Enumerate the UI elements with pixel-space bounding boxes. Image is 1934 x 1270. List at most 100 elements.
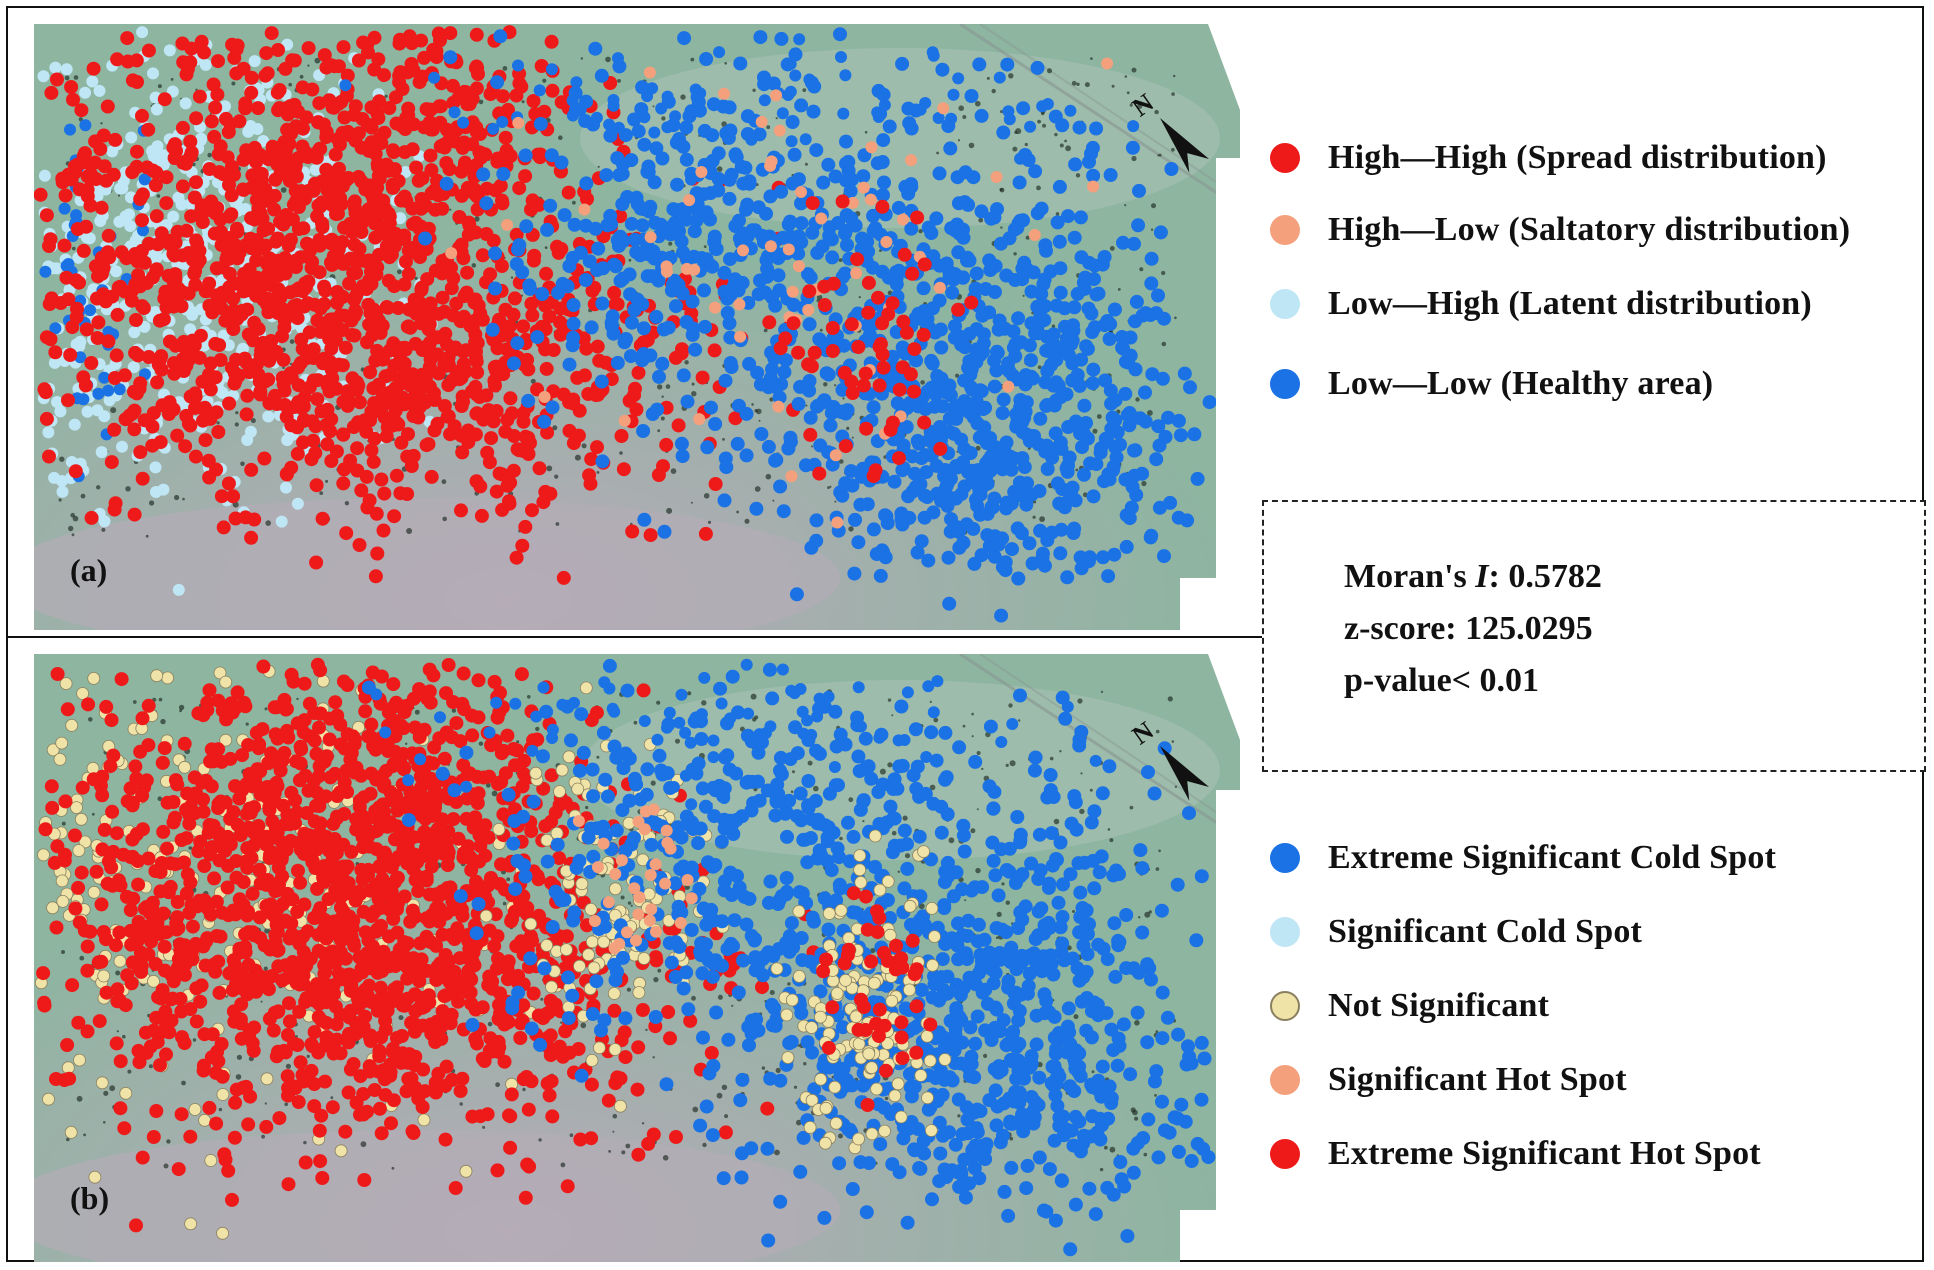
map-point: [377, 486, 392, 501]
map-point: [1024, 353, 1038, 368]
map-point: [1008, 273, 1023, 287]
map-point: [993, 236, 1008, 251]
shrub-mark: [612, 1113, 618, 1119]
map-point: [74, 351, 87, 364]
map-point: [123, 208, 135, 221]
map-point: [385, 177, 400, 192]
map-point: [204, 114, 219, 129]
shrub-mark: [1000, 110, 1003, 114]
shrub-mark: [157, 84, 162, 89]
map-point: [48, 345, 63, 360]
map-point: [664, 222, 678, 237]
map-point: [566, 298, 581, 312]
map-point: [159, 196, 174, 211]
map-point: [469, 27, 484, 42]
shrub-mark: [474, 216, 480, 222]
shrub-mark: [585, 805, 589, 810]
shrub-mark: [716, 166, 723, 172]
shrub-mark: [716, 1092, 723, 1099]
map-point: [896, 314, 911, 329]
shrub-mark: [414, 709, 420, 715]
map-point: [188, 1103, 202, 1116]
map-point: [423, 352, 438, 367]
shrub-mark: [245, 722, 249, 726]
map-point: [256, 659, 271, 674]
map-point: [124, 220, 137, 232]
map-point: [583, 476, 598, 491]
map-point: [526, 253, 541, 268]
map-point: [591, 241, 606, 256]
map-point: [557, 208, 572, 223]
map-point: [643, 528, 658, 543]
shrub-mark: [657, 429, 661, 433]
map-point: [1145, 367, 1160, 382]
shrub-mark: [670, 468, 677, 474]
map-point: [518, 169, 533, 184]
map-point: [423, 148, 438, 163]
shrub-mark: [360, 1141, 367, 1148]
map-point: [631, 365, 646, 380]
map-point: [554, 242, 569, 256]
map-point: [1028, 229, 1041, 241]
map-point: [179, 223, 194, 238]
shrub-mark: [891, 714, 894, 717]
map-point: [624, 216, 639, 231]
shrub-mark: [848, 526, 854, 532]
shrub-mark: [68, 525, 74, 532]
map-point: [476, 412, 491, 427]
shrub-mark: [975, 100, 981, 107]
map-point: [212, 338, 227, 353]
map-point: [963, 446, 978, 460]
shrub-mark: [971, 735, 974, 738]
shrub-mark: [891, 830, 897, 836]
map-point: [566, 436, 581, 451]
map-point: [63, 348, 78, 362]
map-point: [260, 66, 275, 81]
map-point: [872, 111, 885, 123]
shrub-mark: [250, 418, 256, 424]
shrub-mark: [1005, 900, 1010, 905]
map-point: [506, 356, 521, 371]
shrub-mark: [1161, 341, 1167, 347]
shrub-mark: [91, 812, 95, 816]
map-point: [880, 516, 895, 531]
shrub-mark: [540, 997, 544, 1001]
map-point: [825, 250, 840, 265]
map-point: [1062, 450, 1077, 465]
shrub-mark: [554, 474, 559, 479]
map-point: [750, 365, 765, 380]
map-point: [129, 159, 144, 174]
map-point: [671, 418, 686, 433]
map-point: [590, 263, 605, 278]
shrub-mark: [572, 200, 576, 205]
map-point: [475, 248, 490, 263]
shrub-mark: [398, 1015, 404, 1021]
map-point: [509, 550, 524, 565]
shrub-mark: [662, 1155, 669, 1161]
shrub-mark: [1084, 82, 1090, 88]
map-point: [588, 41, 603, 56]
map-point: [167, 366, 182, 381]
map-point: [1026, 265, 1041, 280]
map-point: [113, 1101, 128, 1116]
map-point: [940, 476, 955, 491]
map-point: [566, 94, 579, 107]
map-point: [352, 395, 367, 410]
shrub-mark: [827, 486, 830, 489]
map-point: [1032, 484, 1047, 498]
map-point: [754, 427, 769, 441]
map-point: [339, 79, 352, 92]
map-point: [310, 209, 325, 224]
shrub-mark: [879, 768, 886, 775]
map-point: [758, 285, 773, 300]
shrub-mark: [626, 987, 632, 992]
map-point: [329, 381, 344, 396]
map-point: [861, 305, 876, 320]
map-point: [222, 339, 235, 352]
map-point: [374, 472, 389, 487]
map-point: [1131, 218, 1146, 233]
map-point: [850, 252, 865, 267]
map-point: [296, 192, 311, 207]
map-point: [516, 319, 531, 334]
map-point: [996, 392, 1011, 407]
